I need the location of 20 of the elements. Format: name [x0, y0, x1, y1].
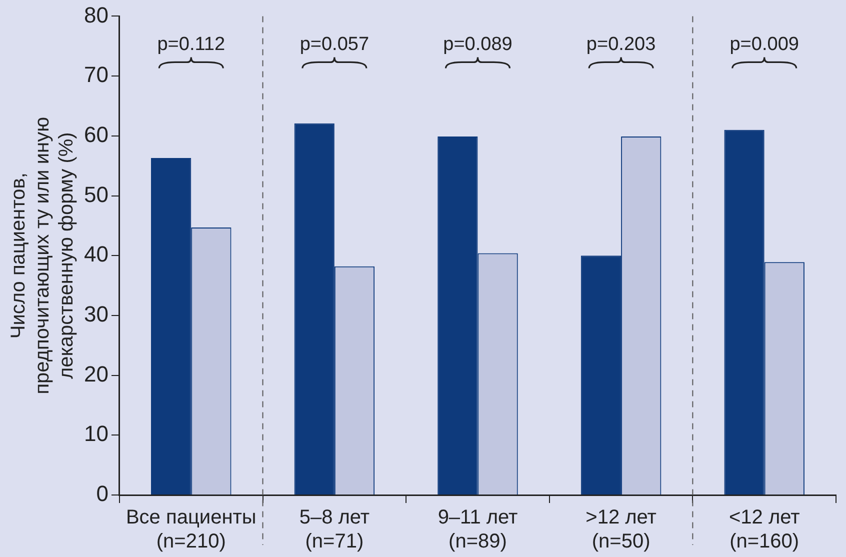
annotation: p=0.057: [300, 34, 370, 55]
x-tick-label: Все пациенты (n=210): [126, 506, 256, 553]
y-tick-label: 40: [84, 242, 108, 267]
y-tick-label: 30: [84, 302, 108, 327]
y-tick-label: 50: [84, 182, 108, 207]
y-tick-label: 0: [96, 481, 108, 506]
x-tick-label: <12 лет (n=160): [728, 506, 800, 553]
y-tick-label: 20: [84, 361, 108, 386]
annotation: p=0.203: [586, 34, 656, 55]
annotation: p=0.009: [730, 34, 799, 55]
y-tick-label: 70: [84, 62, 108, 88]
x-tick-label: 9–11 лет (n=89): [438, 506, 518, 553]
y-axis-title: Число пациентов, предпочитающих ту или иную лекарственную форму (%): [8, 116, 78, 394]
y-tick-label: 60: [84, 122, 108, 147]
y-tick-label: 10: [84, 421, 108, 446]
annotation: p=0.089: [443, 34, 512, 55]
annotation: p=0.112: [157, 34, 226, 55]
y-tick-label: 80: [84, 2, 108, 28]
x-tick-label: 5–8 лет (n=71): [299, 506, 370, 553]
x-tick-label: >12 лет (n=50): [586, 506, 656, 553]
